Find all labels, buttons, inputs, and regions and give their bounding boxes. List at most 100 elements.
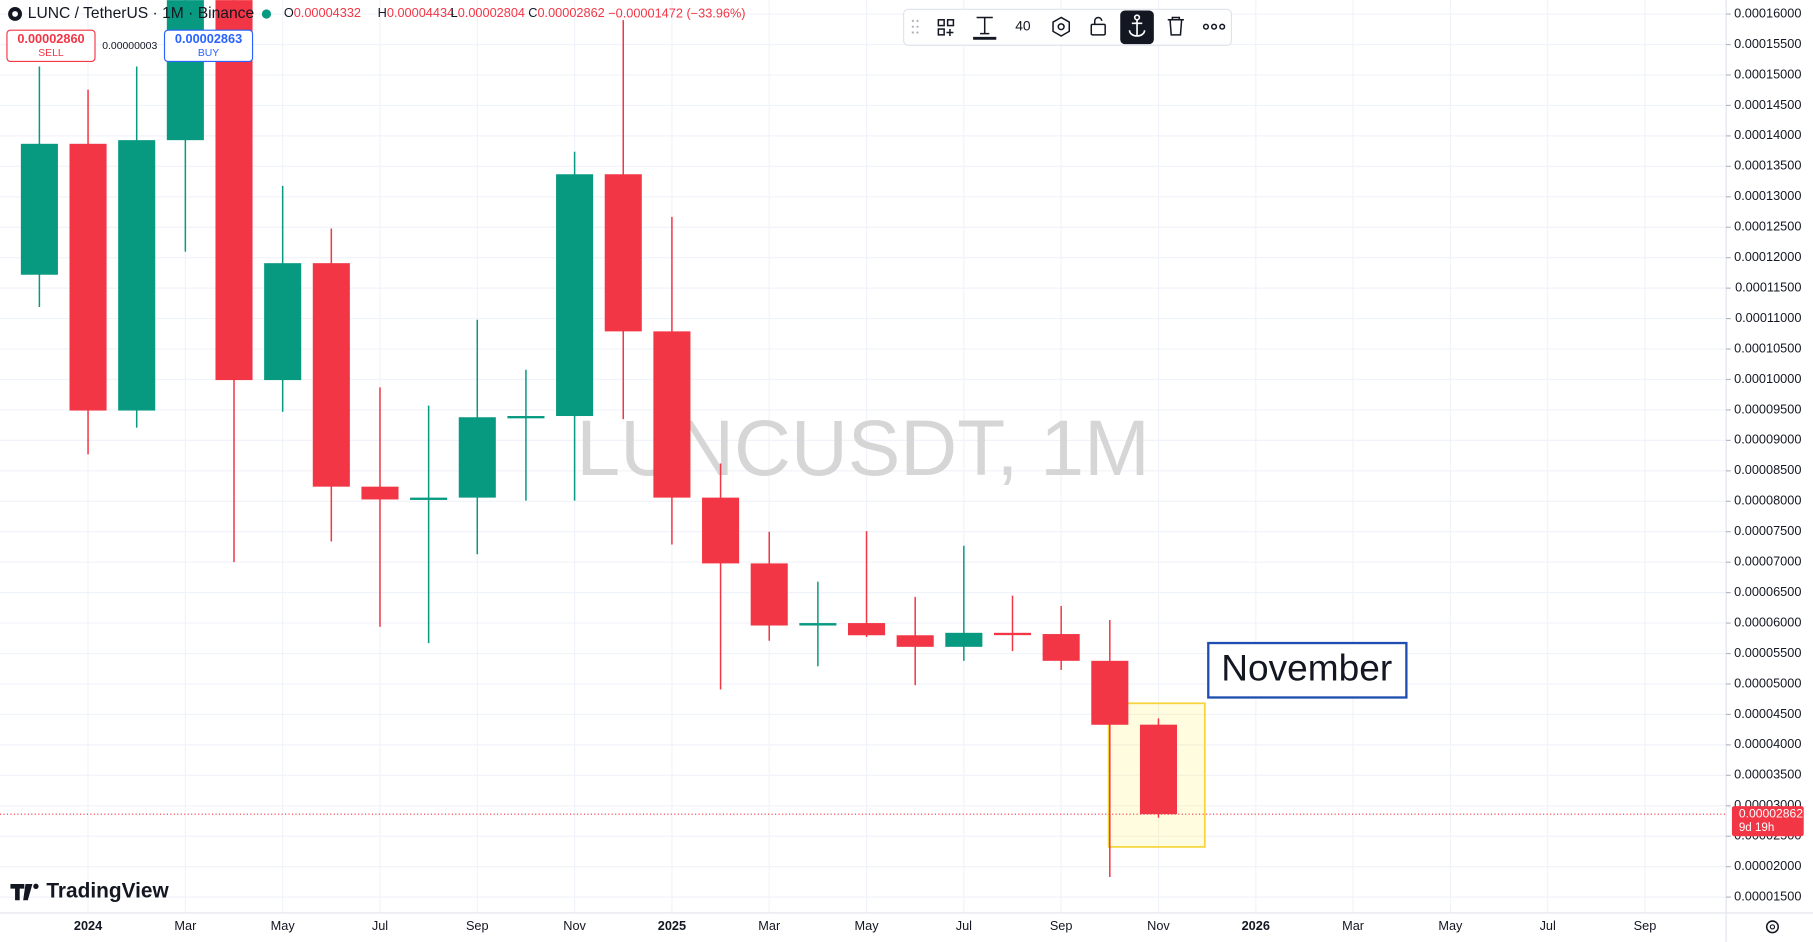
candle-body [604,174,642,332]
ohlc-item: H0.00004434 [378,5,454,20]
sell-price[interactable]: 0.00002860 [17,31,84,46]
y-tick-label: 0.00007500 [1734,523,1801,538]
candle-body [458,417,496,498]
ohlc-key: C [528,5,537,20]
price-badge [1731,806,1804,837]
settings-icon[interactable] [1765,920,1779,934]
candle-body [799,623,837,626]
y-tick-label: 0.00013500 [1734,158,1801,173]
candle-body [896,635,934,647]
y-tick-label: 0.00005500 [1734,645,1801,660]
annotation-text[interactable]: November [1221,647,1392,689]
y-tick-label: 0.00004000 [1734,736,1801,751]
brand-logo-dot [33,883,39,889]
market-status [261,9,272,19]
price-badge-price: 0.00002862 [1739,806,1803,820]
y-tick-label: 0.00015500 [1734,36,1801,51]
brand-name: TradingView [46,880,169,903]
sell-label[interactable]: SELL [38,48,64,59]
y-tick-label: 0.00008500 [1734,462,1801,477]
candle-body [847,623,886,636]
ohlc-value: 0.00002804 [458,5,525,20]
y-tick-label: 0.00007000 [1734,554,1801,569]
y-tick-label: 0.00009500 [1734,401,1801,416]
x-tick-label: 2025 [658,918,686,933]
brand-logo [10,883,33,901]
y-tick-label: 0.00008000 [1734,493,1801,508]
x-tick-label: Nov [563,918,586,933]
candle-body [118,140,156,411]
candle-body [1091,660,1129,725]
x-tick-label: Jul [1540,918,1556,933]
x-tick-label: May [855,918,880,933]
settings-gear[interactable] [1765,920,1779,934]
candle-body [945,632,983,647]
buy-label[interactable]: BUY [198,48,219,59]
y-tick-label: 0.00014500 [1734,97,1801,112]
x-tick-label: 2024 [74,918,103,933]
annotation[interactable]: November [1207,641,1408,699]
y-tick-label: 0.00009000 [1734,432,1801,447]
y-tick-label: 0.00004500 [1734,706,1801,721]
y-tick-label: 0.00015000 [1734,66,1801,81]
anchor-icon [1128,14,1146,37]
trade-buttons: 0.00002860 SELL 0.00000003 0.00002863 BU… [6,29,254,63]
y-tick-label: 0.00006000 [1734,614,1801,629]
x-tick-label: Sep [466,918,489,933]
candle-body [20,143,58,275]
buy-price[interactable]: 0.00002863 [175,31,242,46]
ohlc-item: C0.00002862 [528,5,604,20]
y-tick-label: 0.00012000 [1734,249,1801,264]
header: LUNC / TetherUS · 1M · Binance O0.000043… [8,5,746,22]
x-tick-label: May [1438,918,1463,933]
ohlc-value: 0.00004332 [294,5,361,20]
toolbar-icons[interactable] [937,16,1106,40]
price-badge-countdown: 9d 19h [1739,822,1774,834]
symbol[interactable]: LUNC / TetherUS · 1M · Binance [28,5,254,22]
x-tick-label: Mar [758,918,781,933]
ohlc-item: L0.00002804 [451,5,525,20]
x-tick-label: Mar [174,918,197,933]
toolbar-icons-2[interactable] [1167,16,1226,36]
y-tick-label: 0.00011000 [1735,310,1801,325]
buy-button[interactable] [163,29,254,63]
candle-body [410,497,448,500]
candle-body [215,0,253,381]
x-tick-label: Nov [1147,918,1170,933]
ohlc-key: H [378,5,387,20]
y-tick-label: 0.00002000 [1734,858,1801,873]
spread: 0.00000003 [102,41,157,52]
candle-body [166,0,204,141]
candle-body [312,263,350,487]
y-tick-label: 0.00013000 [1734,188,1801,203]
symbol-logo-inner [12,11,18,17]
ohlc-item: O0.00004332 [284,5,361,20]
candle-body [702,497,740,564]
x-tick-label: Jul [372,918,388,933]
y-tick-label: 0.00010500 [1734,340,1801,355]
candles [20,0,1178,878]
settings-center[interactable] [1769,924,1776,930]
x-tick-label: May [271,918,296,933]
x-tick-label: 2026 [1242,918,1270,933]
change: −0.00001472 (−33.96%) [608,5,745,20]
annotation-box[interactable] [1207,641,1408,699]
candle-body [1042,634,1080,661]
candle-body [507,416,545,419]
y-tick-label: 0.00005000 [1734,675,1801,690]
ohlc-key: L [451,5,458,20]
toolbar-bg [903,8,1233,46]
ohlc-key: O [284,5,294,20]
y-tick-label: 0.00012500 [1734,219,1801,234]
candle-body [69,143,107,411]
line-width[interactable]: 40 [1015,17,1031,33]
brand: TradingView [10,880,170,903]
sell-button[interactable] [6,29,96,63]
x-tick-label: Mar [1342,918,1365,933]
y-tick-label: 0.00016000 [1734,5,1801,20]
y-tick-label: 0.00014000 [1734,127,1801,142]
x-tick-label: Sep [1634,918,1657,933]
drawing-toolbar: 40 [903,8,1233,46]
